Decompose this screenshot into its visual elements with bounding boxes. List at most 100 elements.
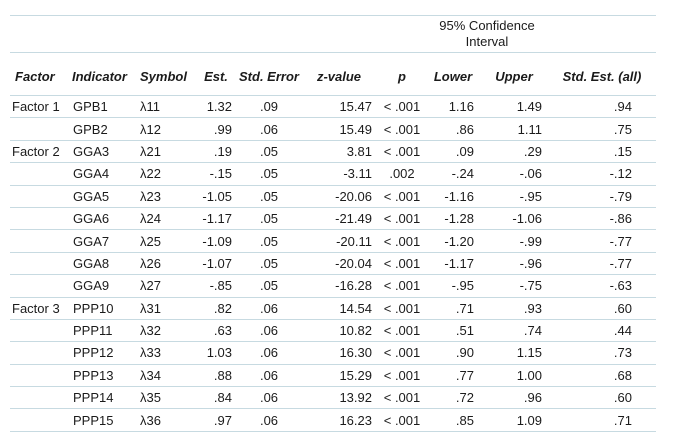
column-header-std-est-all: Std. Est. (all) xyxy=(548,52,656,96)
cell-upper: -.95 xyxy=(480,185,548,208)
confidence-interval-header: 95% Confidence Interval xyxy=(426,15,548,53)
cell-symbol: λ25 xyxy=(138,229,194,253)
cell-std-error: .05 xyxy=(238,162,300,186)
cell-lower: -1.28 xyxy=(426,207,480,231)
cell-upper: 1.00 xyxy=(480,364,548,388)
cell-upper: -.99 xyxy=(480,229,548,253)
cell-std-error: .09 xyxy=(238,95,300,119)
cell-z-value: -16.28 xyxy=(300,274,378,298)
cell-upper: .93 xyxy=(480,297,548,320)
cell-lower: -.24 xyxy=(426,162,480,186)
cell-upper: 1.09 xyxy=(480,408,548,432)
cell-indicator: PPP12 xyxy=(72,341,138,365)
cell-upper: 1.15 xyxy=(480,341,548,365)
column-header-est: Est. xyxy=(194,52,238,96)
cell-lower: .51 xyxy=(426,319,480,343)
cell-std-error: .05 xyxy=(238,140,300,164)
cell-std-est-all: -.79 xyxy=(548,185,656,208)
cell-p: < .001 xyxy=(378,319,426,343)
table-row: GPB2 λ12.99.06 15.49 < .001.86 1.11.75 xyxy=(10,117,656,141)
cell-upper: .29 xyxy=(480,140,548,164)
cell-est: -1.07 xyxy=(194,252,238,276)
cell-factor xyxy=(10,274,72,298)
cell-std-error: .06 xyxy=(238,341,300,365)
cell-est: -.15 xyxy=(194,162,238,186)
table-row: Factor 1 GPB1 λ11 1.32.09 15.47 < .001 1.16 1.4… xyxy=(10,95,656,119)
column-header-std-error: Std. Error xyxy=(238,52,300,96)
cell-indicator: PPP13 xyxy=(72,364,138,388)
cell-std-error: .06 xyxy=(238,364,300,388)
cell-indicator: GGA6 xyxy=(72,207,138,231)
cell-p: < .001 xyxy=(378,408,426,432)
cell-lower: .09 xyxy=(426,140,480,164)
cell-std-est-all: -.63 xyxy=(548,274,656,298)
column-header-row: Factor Indicator Symbol Est. Std. Error … xyxy=(10,52,656,96)
table-row: GGA4 λ22 -.15.05 -3.11.002 -.24 -.06 -.12 xyxy=(10,162,656,186)
cell-z-value: -21.49 xyxy=(300,207,378,231)
table-row: PPP12 λ33 1.03.06 16.30 < .001.90 1.15.73 xyxy=(10,341,656,365)
cell-factor xyxy=(10,252,72,276)
overheader-spacer-right xyxy=(548,15,656,53)
cell-lower: 1.16 xyxy=(426,95,480,119)
cell-indicator: PPP15 xyxy=(72,408,138,432)
column-header-symbol: Symbol xyxy=(138,52,194,96)
cell-upper: .74 xyxy=(480,319,548,343)
cell-symbol: λ21 xyxy=(138,140,194,164)
cell-z-value: 14.54 xyxy=(300,297,378,320)
table-row: PPP14 λ35.84.06 13.92 < .001.72.96.60 xyxy=(10,386,656,410)
cell-est: 1.32 xyxy=(194,95,238,119)
cell-z-value: 13.92 xyxy=(300,386,378,410)
cfa-factor-loadings-table: 95% Confidence Interval Factor Indicator… xyxy=(10,15,656,432)
cell-symbol: λ24 xyxy=(138,207,194,231)
cell-indicator: PPP10 xyxy=(72,297,138,320)
cell-z-value: 15.29 xyxy=(300,364,378,388)
cell-factor: Factor 2 xyxy=(10,140,72,164)
table-row: GGA6 λ24 -1.17.05 -21.49 < .001 -1.28 -1.06 -.8… xyxy=(10,207,656,231)
cell-p: < .001 xyxy=(378,386,426,410)
cell-z-value: -3.11 xyxy=(300,162,378,186)
cell-lower: .71 xyxy=(426,297,480,320)
table-row: GGA5 λ23 -1.05.05 -20.06 < .001 -1.16 -.95 -.79 xyxy=(10,185,656,208)
cell-est: .84 xyxy=(194,386,238,410)
table-row: GGA9 λ27 -.85.05 -16.28 < .001 -.95 -.75 -.63 xyxy=(10,274,656,298)
cell-lower: -1.16 xyxy=(426,185,480,208)
cell-symbol: λ22 xyxy=(138,162,194,186)
cell-indicator: GGA8 xyxy=(72,252,138,276)
cell-std-error: .06 xyxy=(238,408,300,432)
confidence-interval-header-row: 95% Confidence Interval xyxy=(10,15,656,53)
cell-p: < .001 xyxy=(378,207,426,231)
cell-z-value: 16.30 xyxy=(300,341,378,365)
cell-indicator: GGA4 xyxy=(72,162,138,186)
cell-p: < .001 xyxy=(378,341,426,365)
cell-factor xyxy=(10,162,72,186)
cell-lower: .85 xyxy=(426,408,480,432)
cell-std-est-all: .73 xyxy=(548,341,656,365)
cell-std-error: .05 xyxy=(238,252,300,276)
cell-z-value: -20.06 xyxy=(300,185,378,208)
cell-upper: .96 xyxy=(480,386,548,410)
cell-est: .97 xyxy=(194,408,238,432)
column-header-upper: Upper xyxy=(480,52,548,96)
cell-indicator: PPP11 xyxy=(72,319,138,343)
cell-std-est-all: .94 xyxy=(548,95,656,119)
cell-z-value: 10.82 xyxy=(300,319,378,343)
cell-est: .19 xyxy=(194,140,238,164)
table-header: 95% Confidence Interval Factor Indicator… xyxy=(10,15,656,96)
cell-std-est-all: -.12 xyxy=(548,162,656,186)
cell-std-error: .06 xyxy=(238,117,300,141)
cell-symbol: λ26 xyxy=(138,252,194,276)
cell-est: -1.17 xyxy=(194,207,238,231)
table-row: GGA7 λ25 -1.09.05 -20.11 < .001 -1.20 -.99 -.77 xyxy=(10,229,656,253)
cell-factor xyxy=(10,229,72,253)
cell-indicator: GGA5 xyxy=(72,185,138,208)
cell-est: 1.03 xyxy=(194,341,238,365)
cell-std-est-all: .71 xyxy=(548,408,656,432)
cell-symbol: λ36 xyxy=(138,408,194,432)
table-row: PPP15 λ36.97.06 16.23 < .001.85 1.09.71 xyxy=(10,408,656,432)
cell-std-est-all: -.77 xyxy=(548,252,656,276)
cell-lower: .72 xyxy=(426,386,480,410)
column-header-lower: Lower xyxy=(426,52,480,96)
cell-symbol: λ32 xyxy=(138,319,194,343)
cell-symbol: λ34 xyxy=(138,364,194,388)
